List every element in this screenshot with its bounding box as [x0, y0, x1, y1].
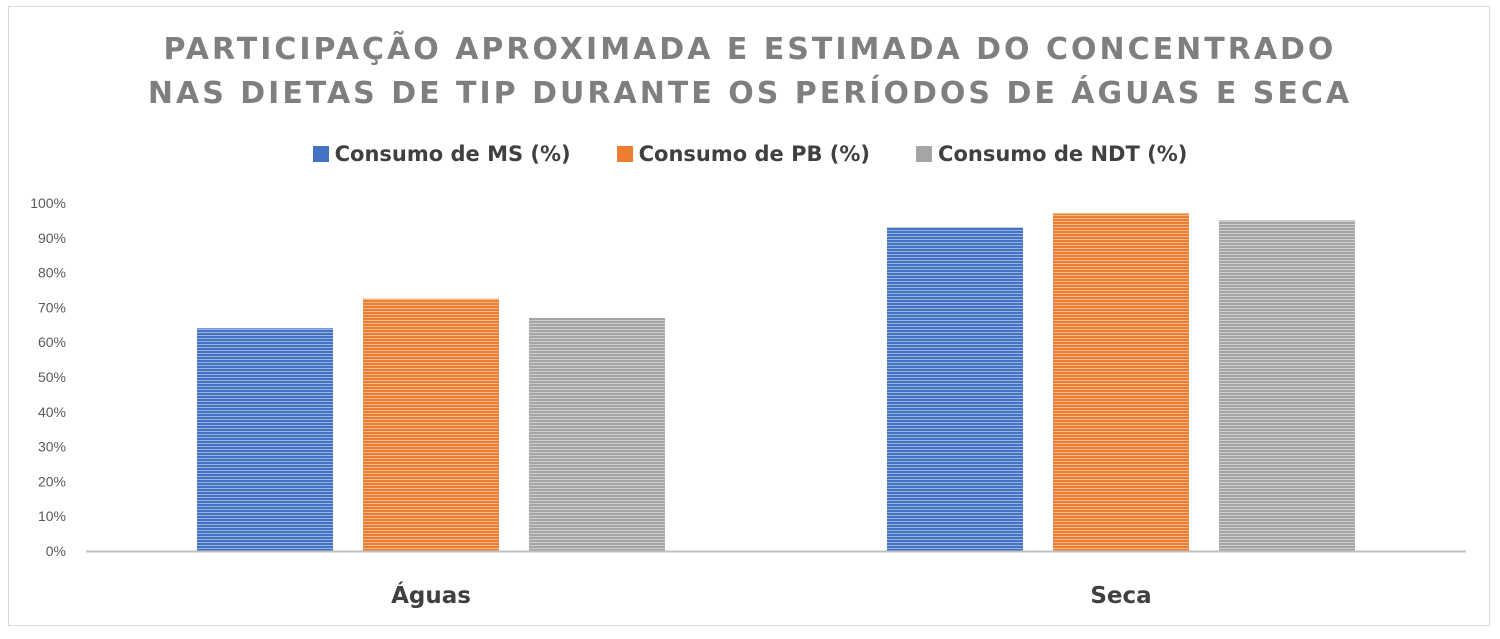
bar-ndt-1 — [529, 317, 665, 551]
bar-ndt-2 — [1219, 220, 1355, 551]
bar-pb-2 — [1053, 213, 1189, 551]
legend-label-pb: Consumo de PB (%) — [638, 142, 871, 166]
bar-ms-2 — [887, 227, 1023, 552]
legend-swatch-pb — [616, 146, 633, 162]
y-tick-label: 90% — [38, 230, 66, 246]
chart-title: PARTICIPAÇÃO APROXIMADA E ESTIMADA DO CO… — [0, 28, 1500, 116]
y-tick-label: 20% — [38, 473, 66, 489]
y-tick-label: 50% — [38, 369, 66, 385]
y-tick-label: 40% — [38, 404, 66, 420]
chart-legend: Consumo de MS (%) Consumo de PB (%) Cons… — [0, 142, 1500, 166]
y-tick-label: 0% — [46, 543, 66, 559]
y-tick-label: 100% — [30, 195, 66, 211]
chart-title-line-1: PARTICIPAÇÃO APROXIMADA E ESTIMADA DO CO… — [163, 32, 1337, 67]
chart-title-line-2: NAS DIETAS DE TIP DURANTE OS PERÍODOS DE… — [147, 76, 1353, 111]
legend-item-ms: Consumo de MS (%) — [312, 142, 571, 166]
legend-item-ndt: Consumo de NDT (%) — [916, 142, 1187, 166]
legend-swatch-ndt — [916, 146, 933, 162]
y-tick-label: 70% — [38, 299, 66, 315]
bar-ms-1 — [197, 328, 333, 551]
bar-pb-1 — [363, 298, 499, 551]
x-category-label: Seca — [1090, 583, 1151, 609]
y-tick-label: 30% — [38, 439, 66, 455]
legend-swatch-ms — [312, 146, 329, 162]
legend-label-ms: Consumo de MS (%) — [334, 142, 571, 166]
y-tick-label: 10% — [38, 508, 66, 524]
legend-item-pb: Consumo de PB (%) — [616, 142, 871, 166]
y-tick-label: 60% — [38, 334, 66, 350]
legend-label-ndt: Consumo de NDT (%) — [938, 142, 1188, 166]
y-tick-label: 80% — [38, 265, 66, 281]
x-category-label: Águas — [391, 581, 471, 609]
